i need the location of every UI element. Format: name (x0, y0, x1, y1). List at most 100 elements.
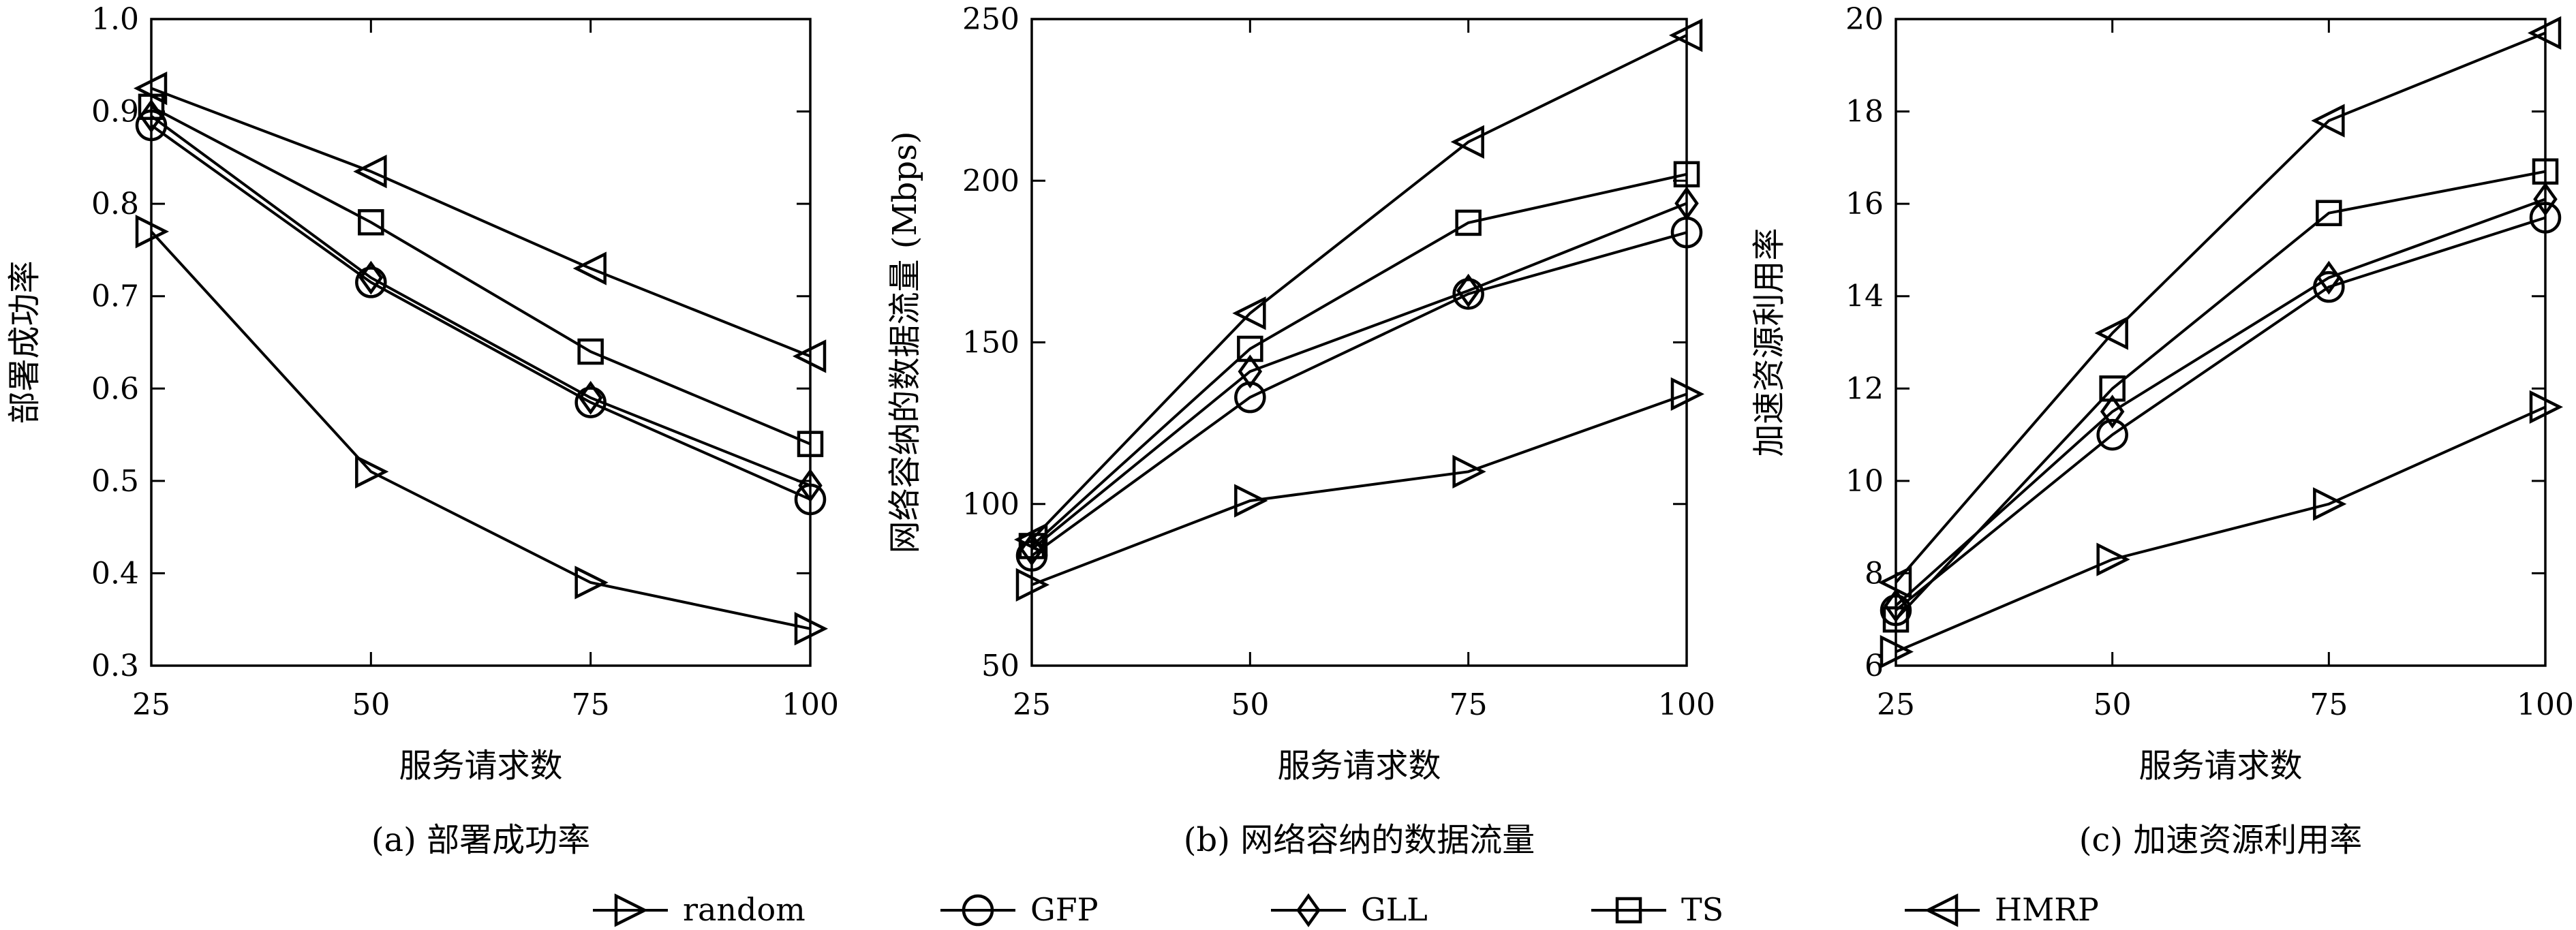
legend-entry-HMRP: HMRP (1905, 891, 2099, 928)
series-GLL (139, 99, 823, 503)
panel-caption: (c) 加速资源利用率 (2079, 821, 2363, 859)
x-axis-label: 服务请求数 (1277, 747, 1441, 785)
plot-frame (1895, 18, 2547, 667)
series-line-TS (151, 106, 811, 446)
y-axis-label: 网络容纳的数据流量 (Mbps) (886, 131, 924, 554)
series-TS (1018, 161, 1700, 559)
series-random (1015, 377, 1705, 602)
series-HMRP (133, 72, 827, 373)
series-line-GLL (1030, 202, 1687, 551)
chart-panel-2: 50 100 150 200 250 25 50 75 100 服务请求数 网络容纳的数据流量 (M… (886, 2, 1715, 859)
data-point-TS (1673, 161, 1700, 188)
y-tick-label: 0.3 (91, 649, 139, 683)
data-point-TS (358, 209, 384, 236)
data-point-TS (2099, 375, 2126, 402)
plot-frame (150, 18, 812, 667)
series-line-HMRP (1030, 33, 1687, 541)
data-point-GLL (1674, 186, 1699, 221)
series-line-GLL (1895, 198, 2546, 607)
data-point-random (2096, 542, 2130, 576)
x-tick-label: 75 (572, 687, 610, 722)
y-tick-label: 0.4 (91, 556, 139, 591)
y-tick-label: 0.8 (91, 187, 139, 221)
x-tick-label: 100 (1658, 687, 1715, 722)
data-point-GLL (578, 380, 603, 415)
data-point-GLL (798, 468, 823, 503)
y-tick-label: 50 (981, 649, 1019, 683)
data-point-random (135, 215, 170, 249)
series-TS (1882, 158, 2559, 633)
data-point-GFP (1452, 278, 1484, 310)
data-point-HMRP (353, 155, 387, 189)
series-GFP (135, 109, 827, 516)
data-point-HMRP (133, 72, 168, 106)
series-line-GLL (150, 114, 811, 487)
x-axis-label: 服务请求数 (399, 747, 562, 785)
x-axis-label: 服务请求数 (2138, 747, 2302, 785)
y-tick-label: 0.7 (91, 279, 139, 314)
data-point-HMRP (1877, 565, 1912, 600)
legend-entry-GLL: GLL (1271, 891, 1428, 928)
data-point-TS (2532, 158, 2559, 185)
y-tick-label: 10 (1845, 464, 1884, 499)
data-point-HMRP (2094, 316, 2128, 350)
data-point-GLL (1456, 273, 1481, 308)
series-line-random (150, 230, 811, 630)
data-point-HMRP (2527, 16, 2562, 50)
data-point-HMRP (1450, 125, 1484, 159)
y-tick-label: 16 (1845, 187, 1884, 221)
series-line-HMRP (151, 87, 811, 358)
panel-caption: (b) 网络容纳的数据流量 (1184, 821, 1535, 859)
y-tick-label: 8 (1865, 556, 1884, 591)
data-point-GLL (2100, 394, 2125, 429)
legend-label: TS (1681, 891, 1723, 928)
data-point-GFP (1880, 594, 1912, 626)
x-tick-label: 75 (1450, 687, 1488, 722)
data-point-TS (1455, 209, 1482, 236)
series-line-random (1895, 405, 2546, 653)
data-point-random (1880, 635, 1914, 669)
x-tick-label: 50 (352, 687, 390, 722)
data-point-GLL (1238, 354, 1263, 389)
series-line-HMRP (1895, 31, 2546, 584)
data-point-GFP (355, 266, 387, 298)
y-tick-label: 0.5 (91, 464, 139, 499)
legend-label: random (683, 891, 806, 928)
data-point-TS (1882, 606, 1910, 633)
data-point-random (2313, 487, 2347, 521)
legend-marker (1924, 893, 1959, 927)
y-axis-label: 部署成功率 (5, 260, 44, 424)
y-tick-label: 0.9 (91, 95, 139, 129)
panel-caption: (a) 部署成功率 (371, 821, 590, 859)
y-tick-label: 14 (1845, 279, 1884, 314)
series-GLL (1884, 182, 2558, 623)
series-line-GFP (1895, 216, 2546, 612)
data-point-HMRP (1232, 296, 1266, 330)
legend-marker (1296, 893, 1321, 927)
data-point-GFP (2096, 418, 2128, 451)
data-point-HMRP (1668, 18, 1703, 52)
data-point-random (1452, 454, 1486, 489)
series-GFP (1880, 202, 2562, 626)
data-point-TS (1237, 335, 1263, 362)
y-tick-label: 200 (962, 164, 1019, 198)
series-random (135, 215, 829, 646)
series-HMRP (1877, 16, 2562, 600)
data-point-TS (577, 338, 604, 365)
x-tick-label: 100 (2517, 687, 2574, 722)
x-tick-label: 50 (1231, 687, 1269, 722)
data-point-random (574, 565, 609, 600)
x-tick-label: 25 (1013, 687, 1051, 722)
data-point-GLL (2316, 260, 2342, 295)
data-point-TS (2316, 200, 2342, 226)
series-TS (138, 93, 824, 457)
data-point-GFP (1234, 381, 1266, 414)
y-axis-label: 加速资源利用率 (1750, 228, 1788, 456)
series-GLL (1019, 186, 1699, 567)
data-point-random (794, 612, 829, 646)
data-point-TS (797, 431, 824, 457)
x-tick-label: 100 (782, 687, 839, 722)
y-tick-label: 1.0 (91, 2, 139, 37)
